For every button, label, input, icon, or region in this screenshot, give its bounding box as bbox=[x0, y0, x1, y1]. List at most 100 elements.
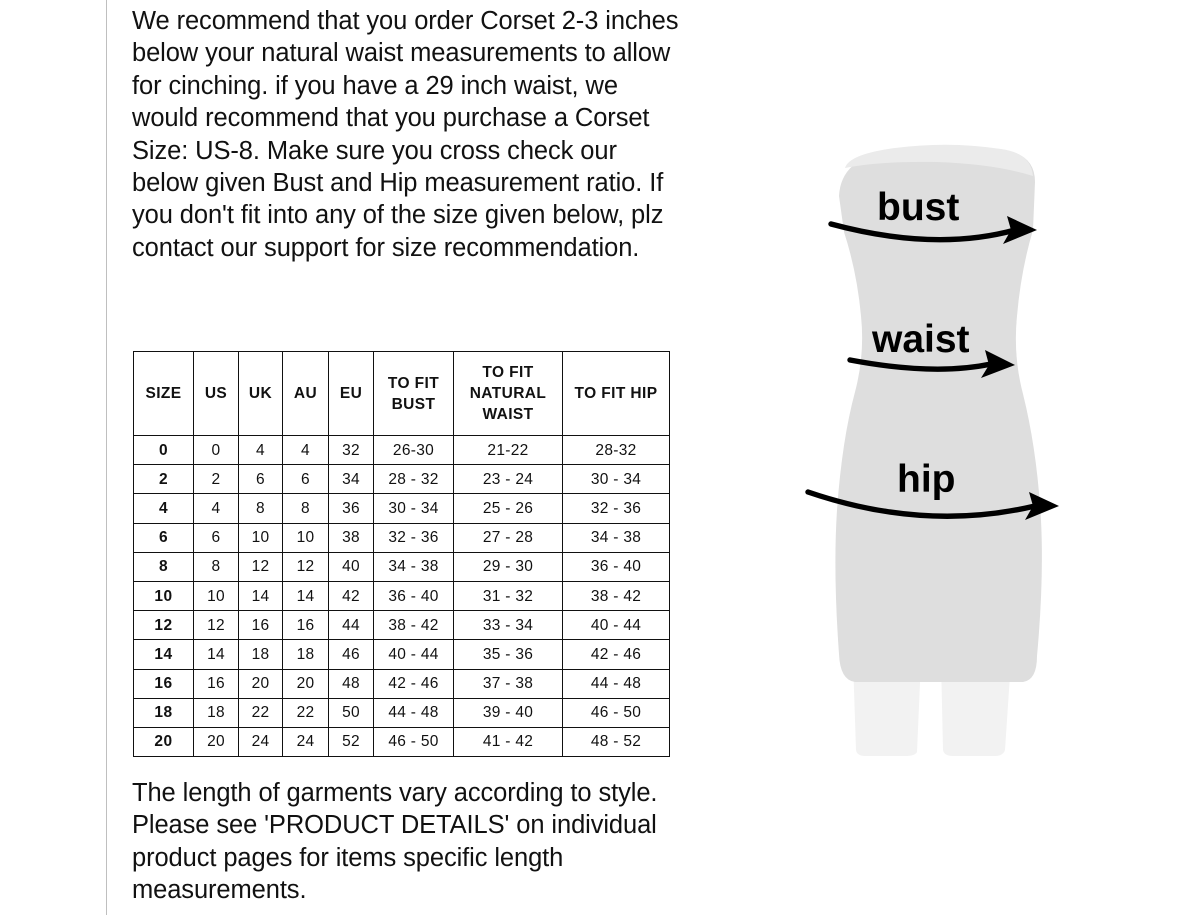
column-header-hip: TO FIT HIP bbox=[562, 351, 670, 436]
cell-size: 8 bbox=[133, 551, 194, 582]
cell-eu: 38 bbox=[328, 522, 374, 553]
cell-us: 8 bbox=[193, 551, 239, 582]
column-header-uk: UK bbox=[238, 351, 283, 436]
cell-uk: 18 bbox=[238, 639, 283, 670]
cell-uk: 8 bbox=[238, 493, 283, 524]
cell-eu: 48 bbox=[328, 668, 374, 699]
cell-au: 4 bbox=[282, 434, 329, 466]
cell-au: 12 bbox=[282, 551, 329, 582]
left-margin-rule bbox=[106, 0, 107, 915]
table-row: 20 20 24 24 52 46 - 50 41 - 42 48 - 52 bbox=[133, 726, 670, 758]
cell-eu: 34 bbox=[328, 464, 374, 495]
cell-us: 18 bbox=[193, 697, 239, 728]
cell-size: 10 bbox=[133, 580, 194, 612]
content-column: We recommend that you order Corset 2-3 i… bbox=[131, 0, 691, 915]
cell-us: 12 bbox=[193, 610, 239, 641]
cell-bust: 46 - 50 bbox=[373, 726, 454, 758]
cell-us: 2 bbox=[193, 464, 239, 495]
cell-bust: 38 - 42 bbox=[373, 610, 454, 641]
cell-au: 16 bbox=[282, 610, 329, 641]
size-chart-table: SIZE US UK AU EU TO FIT BUST TO FIT NATU… bbox=[133, 351, 670, 758]
table-row: 4 4 8 8 36 30 - 34 25 - 26 32 - 36 bbox=[133, 493, 670, 524]
cell-hip: 38 - 42 bbox=[562, 580, 670, 612]
size-chart-table-body: 0 0 4 4 32 26-30 21-22 28-32 2 2 6 6 34 28 - 32 23 - 2… bbox=[133, 434, 670, 758]
bust-measurement-arrow bbox=[828, 216, 1037, 244]
table-row: 18 18 22 22 50 44 - 48 39 - 40 46 - 50 bbox=[133, 697, 670, 728]
cell-eu: 40 bbox=[328, 551, 374, 582]
cell-uk: 24 bbox=[238, 726, 283, 758]
cell-uk: 20 bbox=[238, 668, 283, 699]
size-chart-table-wrapper: SIZE US UK AU EU TO FIT BUST TO FIT NATU… bbox=[133, 351, 670, 758]
cell-uk: 16 bbox=[238, 610, 283, 641]
cell-natural-waist: 39 - 40 bbox=[453, 697, 563, 728]
cell-bust: 26-30 bbox=[373, 434, 454, 466]
dress-shape bbox=[835, 144, 1042, 682]
cell-size: 6 bbox=[133, 522, 194, 553]
cell-us: 4 bbox=[193, 493, 239, 524]
cell-au: 14 bbox=[282, 580, 329, 612]
cell-eu: 36 bbox=[328, 493, 374, 524]
table-row: 8 8 12 12 40 34 - 38 29 - 30 36 - 40 bbox=[133, 551, 670, 582]
cell-size: 16 bbox=[133, 668, 194, 699]
cell-uk: 12 bbox=[238, 551, 283, 582]
bust-label: bust bbox=[877, 186, 959, 229]
cell-us: 10 bbox=[193, 580, 239, 612]
cell-uk: 4 bbox=[238, 434, 283, 466]
cell-natural-waist: 29 - 30 bbox=[453, 551, 563, 582]
intro-paragraph: We recommend that you order Corset 2-3 i… bbox=[132, 7, 679, 262]
cell-bust: 44 - 48 bbox=[373, 697, 454, 728]
footer-paragraph: The length of garments vary according to… bbox=[132, 779, 658, 905]
legs-shape bbox=[853, 660, 1011, 756]
cell-au: 18 bbox=[282, 639, 329, 670]
column-header-au: AU bbox=[282, 351, 329, 436]
cell-au: 22 bbox=[282, 697, 329, 728]
cell-hip: 40 - 44 bbox=[562, 610, 670, 641]
cell-hip: 48 - 52 bbox=[562, 726, 670, 758]
cell-natural-waist: 33 - 34 bbox=[453, 610, 563, 641]
cell-natural-waist: 41 - 42 bbox=[453, 726, 563, 758]
cell-hip: 44 - 48 bbox=[562, 668, 670, 699]
table-row: 16 16 20 20 48 42 - 46 37 - 38 44 - 48 bbox=[133, 668, 670, 699]
column-header-size: SIZE bbox=[133, 351, 194, 436]
cell-au: 24 bbox=[282, 726, 329, 758]
cell-size: 20 bbox=[133, 726, 194, 758]
cell-size: 0 bbox=[133, 434, 194, 466]
cell-size: 14 bbox=[133, 639, 194, 670]
cell-eu: 44 bbox=[328, 610, 374, 641]
cell-hip: 28-32 bbox=[562, 434, 670, 466]
cell-bust: 30 - 34 bbox=[373, 493, 454, 524]
cell-us: 16 bbox=[193, 668, 239, 699]
table-row: 10 10 14 14 42 36 - 40 31 - 32 38 - 42 bbox=[133, 580, 670, 612]
cell-natural-waist: 37 - 38 bbox=[453, 668, 563, 699]
cell-bust: 40 - 44 bbox=[373, 639, 454, 670]
cell-uk: 14 bbox=[238, 580, 283, 612]
cell-natural-waist: 35 - 36 bbox=[453, 639, 563, 670]
hip-measurement-arrow bbox=[805, 489, 1059, 520]
cell-eu: 52 bbox=[328, 726, 374, 758]
cell-bust: 28 - 32 bbox=[373, 464, 454, 495]
cell-size: 12 bbox=[133, 610, 194, 641]
cell-au: 20 bbox=[282, 668, 329, 699]
column-header-bust: TO FIT BUST bbox=[373, 351, 454, 436]
body-measurement-diagram: bust waist hip bbox=[745, 120, 1125, 780]
hip-label: hip bbox=[897, 458, 955, 501]
waist-label: waist bbox=[871, 318, 970, 361]
cell-uk: 22 bbox=[238, 697, 283, 728]
cell-au: 8 bbox=[282, 493, 329, 524]
waist-measurement-arrow bbox=[847, 350, 1015, 378]
cell-us: 6 bbox=[193, 522, 239, 553]
column-header-us: US bbox=[193, 351, 239, 436]
cell-natural-waist: 31 - 32 bbox=[453, 580, 563, 612]
table-header-row: SIZE US UK AU EU TO FIT BUST TO FIT NATU… bbox=[133, 351, 670, 436]
cell-eu: 46 bbox=[328, 639, 374, 670]
cell-bust: 42 - 46 bbox=[373, 668, 454, 699]
cell-hip: 46 - 50 bbox=[562, 697, 670, 728]
cell-bust: 36 - 40 bbox=[373, 580, 454, 612]
cell-us: 20 bbox=[193, 726, 239, 758]
table-row: 2 2 6 6 34 28 - 32 23 - 24 30 - 34 bbox=[133, 464, 670, 495]
cell-uk: 6 bbox=[238, 464, 283, 495]
cell-size: 2 bbox=[133, 464, 194, 495]
cell-au: 6 bbox=[282, 464, 329, 495]
cell-natural-waist: 27 - 28 bbox=[453, 522, 563, 553]
table-row: 6 6 10 10 38 32 - 36 27 - 28 34 - 38 bbox=[133, 522, 670, 553]
